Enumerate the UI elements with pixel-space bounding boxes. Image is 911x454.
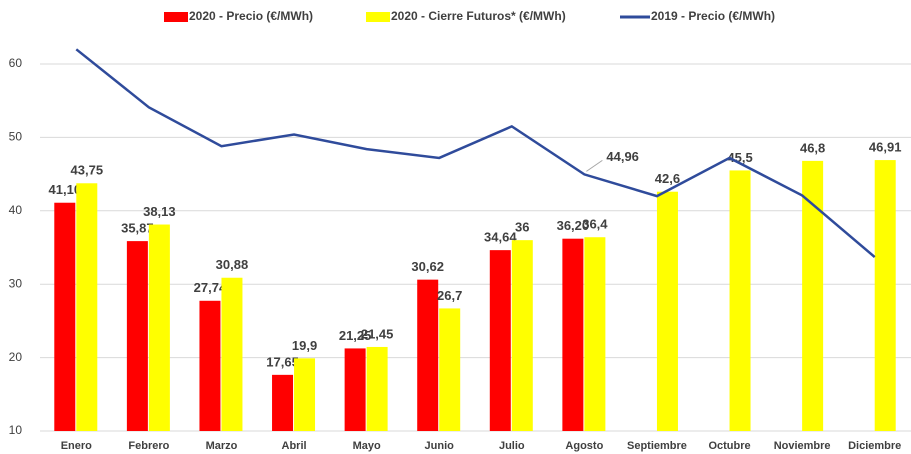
bar <box>511 240 533 431</box>
leader-line <box>586 159 603 172</box>
data-label: 44,96 <box>606 149 639 164</box>
y-tick-label: 40 <box>9 203 23 217</box>
data-label: 30,62 <box>411 259 444 274</box>
bar <box>366 346 388 431</box>
legend-swatch <box>366 12 390 22</box>
line-2019 <box>75 48 876 258</box>
x-tick-label: Abril <box>282 440 307 452</box>
x-tick-label: Julio <box>499 440 525 452</box>
data-label: 46,8 <box>800 140 825 155</box>
bar <box>344 348 366 431</box>
data-label: 30,88 <box>216 257 249 272</box>
data-label: 46,91 <box>869 140 902 155</box>
legend-swatch <box>164 12 188 22</box>
x-tick-label: Octubre <box>708 440 750 452</box>
bar <box>76 183 98 431</box>
x-tick-label: Mayo <box>353 440 381 452</box>
bar <box>489 250 511 431</box>
data-label: 34,64 <box>484 230 517 245</box>
data-label: 36,4 <box>582 217 608 232</box>
x-tick-label: Febrero <box>128 440 169 452</box>
x-tick-label: Agosto <box>565 440 603 452</box>
data-label: 17,65 <box>266 354 299 369</box>
bar <box>199 300 221 431</box>
data-label: 38,13 <box>143 204 176 219</box>
data-label: 19,9 <box>292 338 317 353</box>
legend-label: 2020 - Precio (€/MWh) <box>189 9 313 23</box>
y-tick-label: 60 <box>9 56 23 70</box>
y-tick-label: 30 <box>9 276 23 290</box>
bar <box>656 191 678 431</box>
data-label: 36,20 <box>557 218 590 233</box>
data-label: 26,7 <box>437 288 462 303</box>
y-tick-label: 10 <box>9 423 23 437</box>
data-label: 41,10 <box>49 182 82 197</box>
legend-label: 2020 - Cierre Futuros* (€/MWh) <box>391 9 566 23</box>
x-tick-label: Junio <box>425 440 455 452</box>
x-tick-label: Enero <box>61 440 92 452</box>
bar <box>874 160 896 431</box>
data-label: 42,6 <box>655 171 680 186</box>
bar <box>562 238 584 431</box>
x-tick-label: Marzo <box>206 440 238 452</box>
x-tick-label: Noviembre <box>774 440 831 452</box>
y-tick-label: 50 <box>9 130 23 144</box>
bar <box>584 237 606 431</box>
legend-label: 2019 - Precio (€/MWh) <box>651 9 775 23</box>
bar <box>221 277 243 431</box>
bar <box>126 241 148 431</box>
data-label: 36 <box>515 220 529 235</box>
data-label: 35,87 <box>121 221 154 236</box>
bar <box>802 160 824 431</box>
bar <box>54 202 76 431</box>
data-label: 21,25 <box>339 328 372 343</box>
bar <box>729 170 751 431</box>
bar <box>417 279 439 431</box>
x-tick-label: Diciembre <box>848 440 901 452</box>
data-label: 21,45 <box>361 326 394 341</box>
x-tick-label: Septiembre <box>627 440 687 452</box>
data-label: 43,75 <box>71 163 104 178</box>
data-label: 27,74 <box>194 280 227 295</box>
bar <box>272 374 294 431</box>
bar <box>439 308 461 431</box>
y-tick-label: 20 <box>9 350 23 364</box>
bar <box>294 358 316 431</box>
bar <box>148 224 170 431</box>
